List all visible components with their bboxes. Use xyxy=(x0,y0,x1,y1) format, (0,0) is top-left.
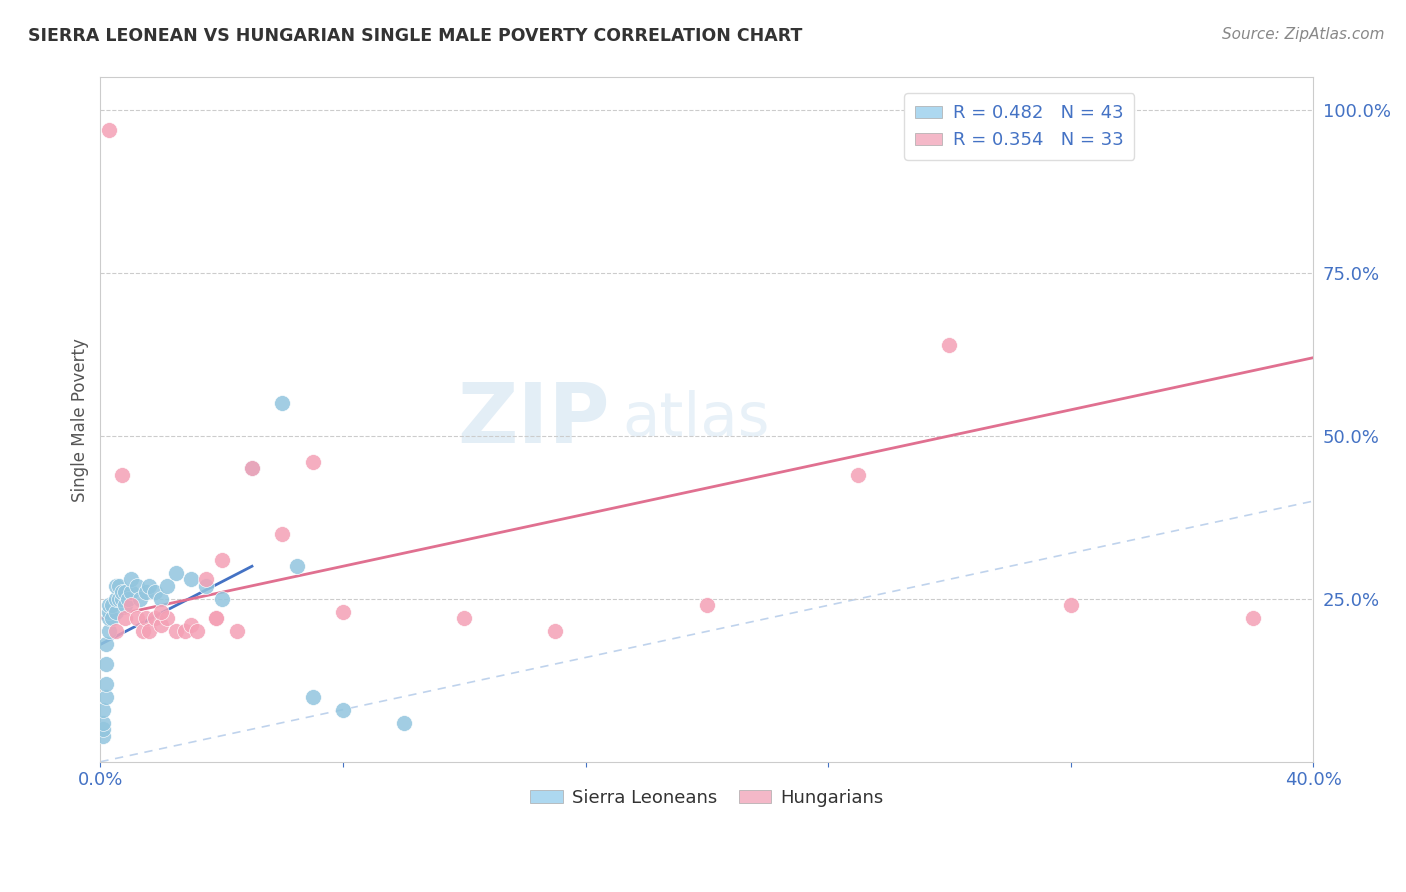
Point xyxy=(211,591,233,606)
Point xyxy=(120,599,142,613)
Point xyxy=(114,585,136,599)
Point xyxy=(174,624,197,639)
Point xyxy=(938,337,960,351)
Point xyxy=(848,468,870,483)
Point xyxy=(96,690,118,704)
Point xyxy=(180,572,202,586)
Point xyxy=(96,676,118,690)
Point xyxy=(93,722,115,736)
Point xyxy=(332,703,354,717)
Point xyxy=(98,599,121,613)
Point xyxy=(132,624,155,639)
Point xyxy=(96,637,118,651)
Text: ZIP: ZIP xyxy=(457,379,610,460)
Point xyxy=(110,468,132,483)
Point xyxy=(301,690,323,704)
Point xyxy=(195,579,218,593)
Point xyxy=(156,611,179,625)
Point xyxy=(104,605,127,619)
Point xyxy=(120,572,142,586)
Point xyxy=(125,611,148,625)
Point xyxy=(165,624,187,639)
Point xyxy=(98,611,121,625)
Point xyxy=(138,579,160,593)
Point xyxy=(98,122,121,136)
Point xyxy=(104,591,127,606)
Point xyxy=(240,461,263,475)
Point xyxy=(301,455,323,469)
Point xyxy=(104,624,127,639)
Point xyxy=(107,591,129,606)
Point xyxy=(240,461,263,475)
Point xyxy=(114,599,136,613)
Point xyxy=(120,585,142,599)
Point xyxy=(125,579,148,593)
Point xyxy=(101,599,124,613)
Point xyxy=(1241,611,1264,625)
Point xyxy=(165,566,187,580)
Point xyxy=(287,559,309,574)
Point xyxy=(138,624,160,639)
Point xyxy=(107,579,129,593)
Point xyxy=(93,703,115,717)
Point xyxy=(211,553,233,567)
Point xyxy=(204,611,226,625)
Point xyxy=(392,715,415,730)
Point xyxy=(98,624,121,639)
Point xyxy=(186,624,208,639)
Point xyxy=(93,729,115,743)
Point xyxy=(204,611,226,625)
Point xyxy=(128,591,150,606)
Point xyxy=(110,585,132,599)
Point xyxy=(98,605,121,619)
Point xyxy=(453,611,475,625)
Point xyxy=(101,611,124,625)
Point xyxy=(332,605,354,619)
Point xyxy=(150,605,173,619)
Point xyxy=(271,396,294,410)
Point xyxy=(696,599,718,613)
Y-axis label: Single Male Poverty: Single Male Poverty xyxy=(72,338,89,501)
Point xyxy=(1060,599,1083,613)
Point xyxy=(143,611,166,625)
Point xyxy=(114,611,136,625)
Point xyxy=(150,618,173,632)
Point xyxy=(143,585,166,599)
Point xyxy=(135,611,157,625)
Text: atlas: atlas xyxy=(621,390,769,449)
Point xyxy=(93,715,115,730)
Point xyxy=(225,624,247,639)
Point xyxy=(544,624,567,639)
Point xyxy=(96,657,118,671)
Point xyxy=(117,591,139,606)
Point xyxy=(135,585,157,599)
Point xyxy=(195,572,218,586)
Point xyxy=(180,618,202,632)
Legend: Sierra Leoneans, Hungarians: Sierra Leoneans, Hungarians xyxy=(523,782,890,814)
Text: SIERRA LEONEAN VS HUNGARIAN SINGLE MALE POVERTY CORRELATION CHART: SIERRA LEONEAN VS HUNGARIAN SINGLE MALE … xyxy=(28,27,803,45)
Point xyxy=(104,579,127,593)
Point xyxy=(271,526,294,541)
Point xyxy=(156,579,179,593)
Text: Source: ZipAtlas.com: Source: ZipAtlas.com xyxy=(1222,27,1385,42)
Point xyxy=(110,591,132,606)
Point xyxy=(150,591,173,606)
